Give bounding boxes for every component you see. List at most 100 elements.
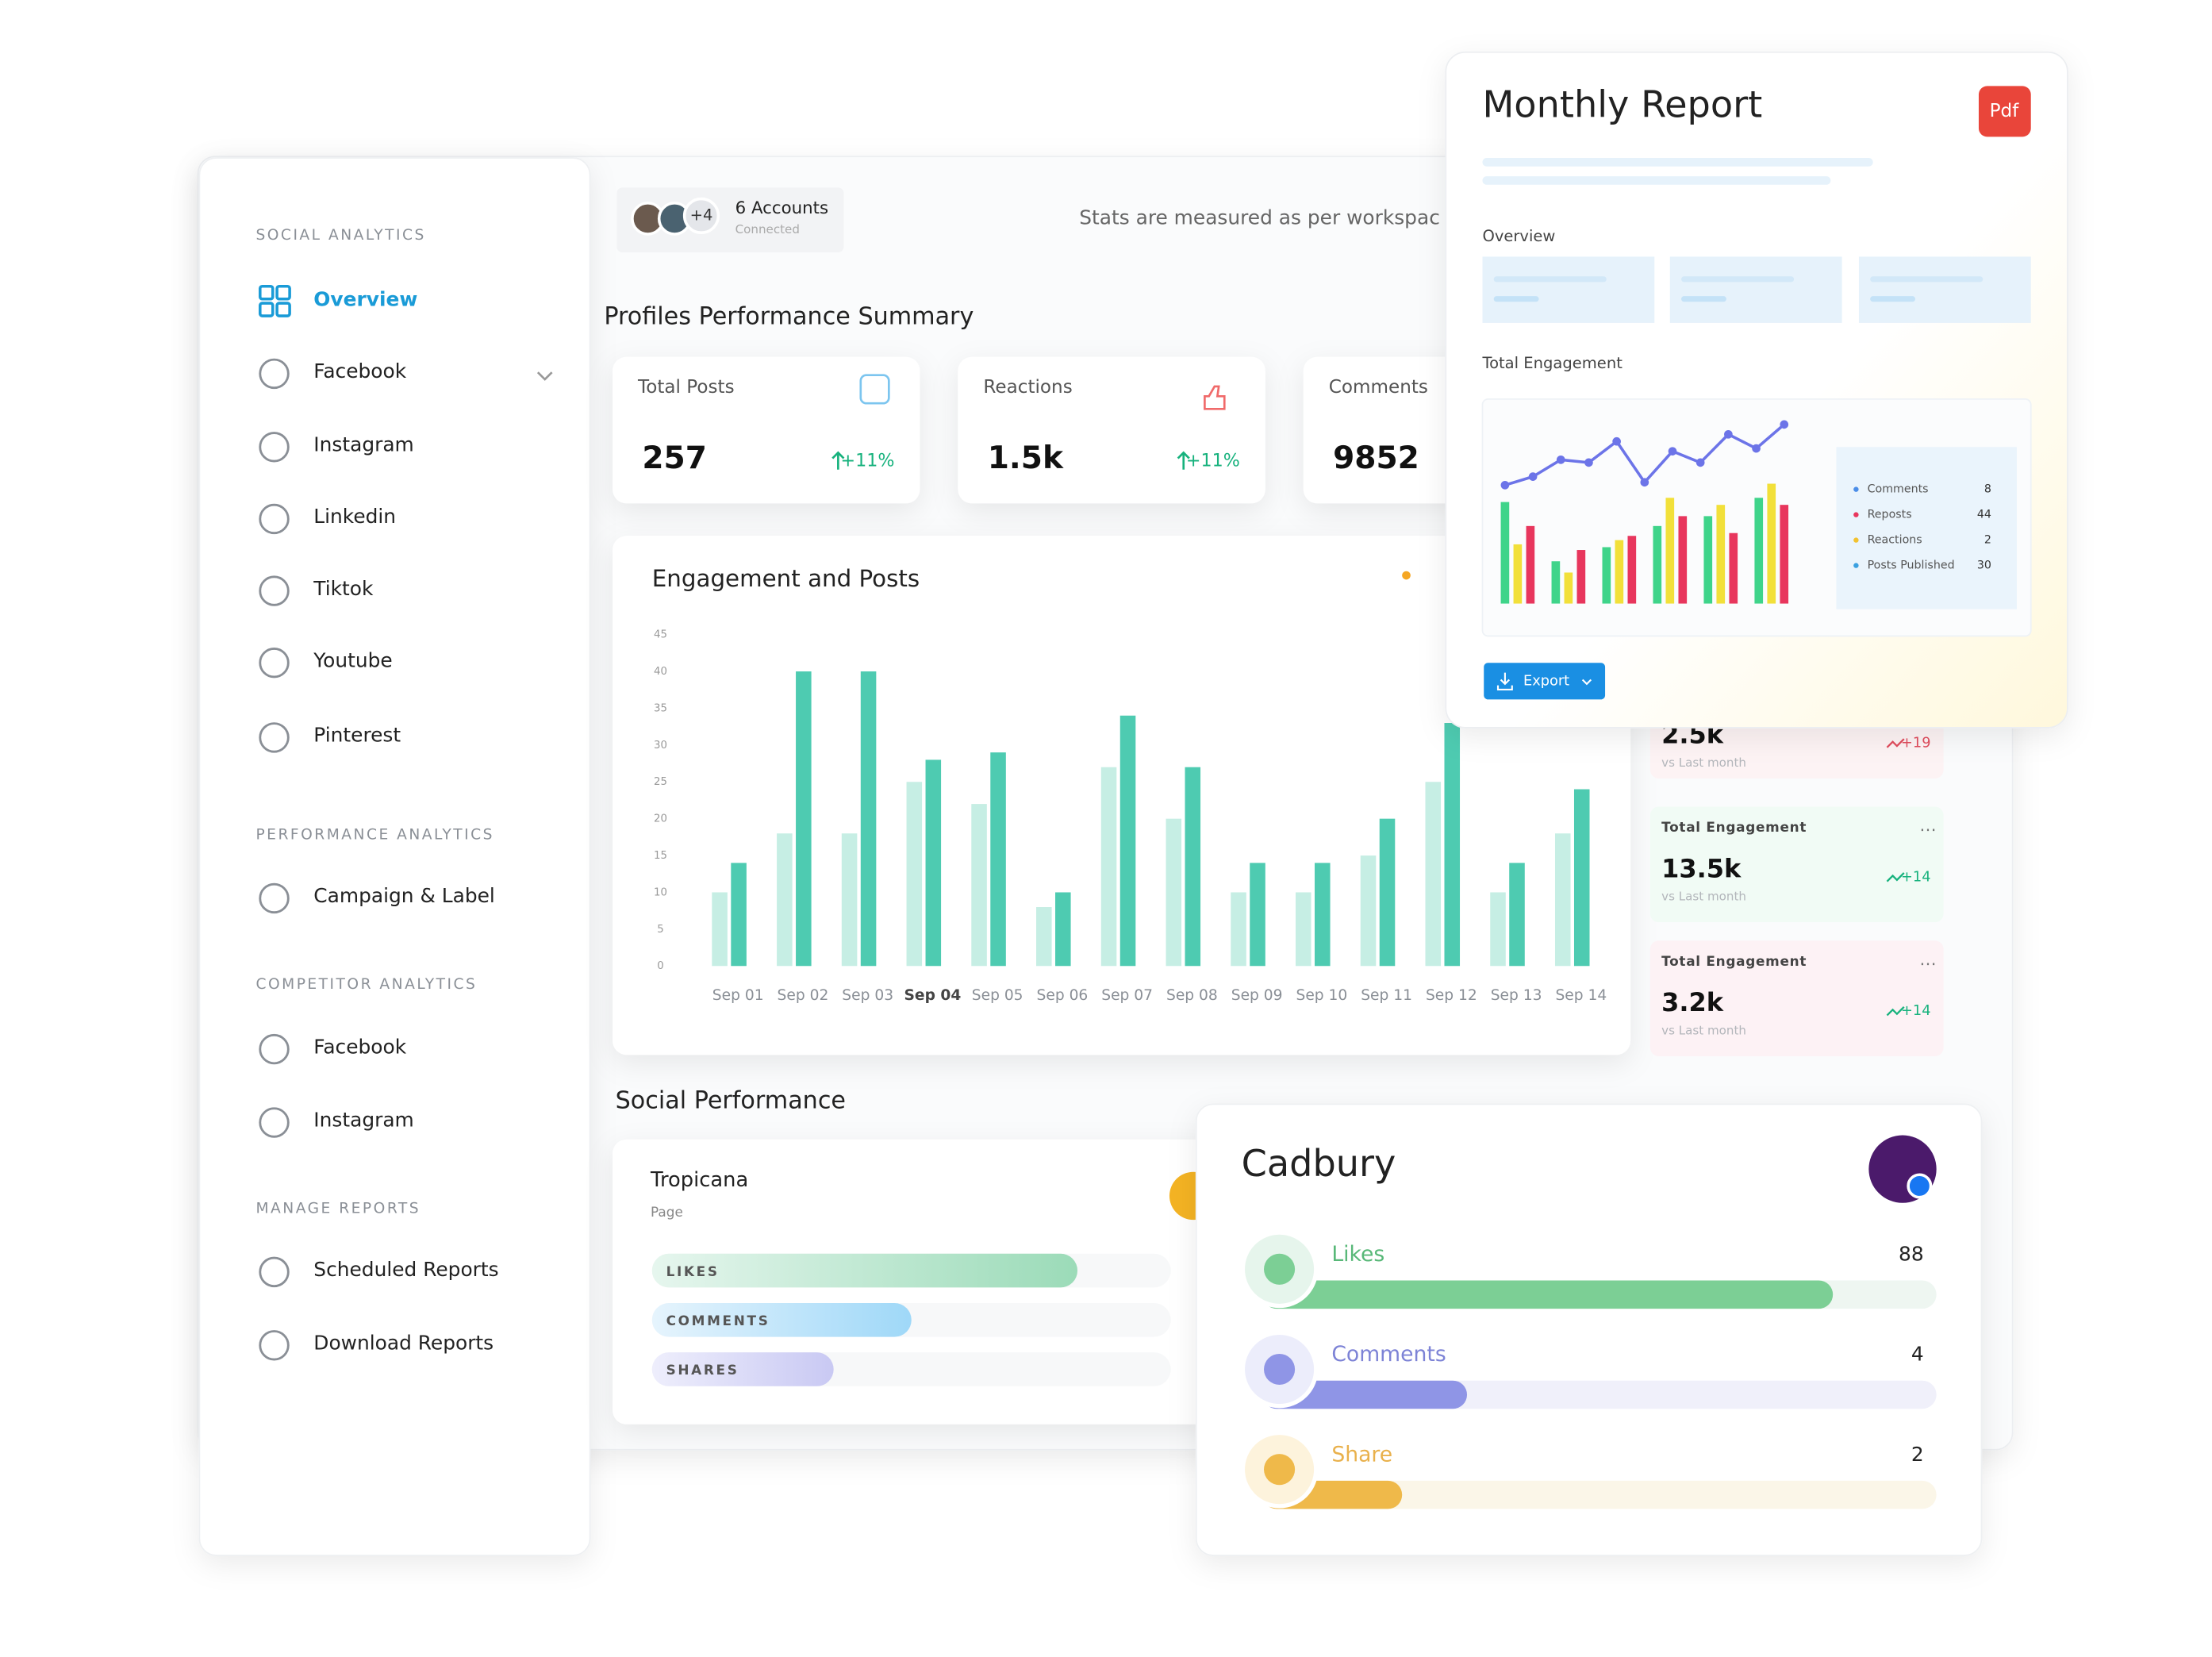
mini-point <box>1724 429 1733 439</box>
nav-item[interactable]: Instagram <box>313 1109 413 1132</box>
y-tick-label: 10 <box>654 886 667 898</box>
placeholder-line <box>1482 158 1873 167</box>
mini-point <box>1612 436 1621 446</box>
bar <box>1554 833 1571 967</box>
section-title: Social Performance <box>616 1086 846 1114</box>
up-arrow <box>1177 451 1190 470</box>
up-arrow <box>831 451 845 470</box>
profile-type: Page <box>651 1204 683 1220</box>
bar <box>731 863 747 967</box>
stat-card <box>1649 940 1944 1056</box>
export-button[interactable] <box>1484 663 1606 700</box>
card-icon <box>859 374 890 405</box>
nav-icon <box>259 882 290 914</box>
x-tick-label: Sep 08 <box>1166 987 1218 1004</box>
placeholder-line <box>1870 296 1916 302</box>
bar <box>777 833 793 967</box>
card-value: 257 <box>642 440 707 476</box>
metric-value: 4 <box>1911 1343 1924 1366</box>
facebook-badge <box>1907 1173 1933 1199</box>
y-tick-label: 40 <box>654 666 667 678</box>
mini-bar <box>1678 516 1688 604</box>
mini-point <box>1695 458 1705 467</box>
nav-item[interactable]: Overview <box>313 288 417 311</box>
y-tick-label: 30 <box>654 740 667 752</box>
bar <box>1100 767 1117 967</box>
legend-label: Comments <box>1868 483 1929 496</box>
nav-item[interactable]: Tiktok <box>313 577 374 600</box>
sidebar <box>198 157 591 1556</box>
summary-card <box>613 356 920 504</box>
placeholder-line <box>1482 176 1831 185</box>
bar <box>1509 863 1525 967</box>
summary-card <box>958 356 1265 504</box>
mini-point <box>1500 480 1510 490</box>
metric-value: 88 <box>1899 1243 1924 1266</box>
chart-title: Engagement and Posts <box>652 565 920 592</box>
x-tick-label: Sep 02 <box>778 987 829 1004</box>
mini-bar <box>1602 547 1611 604</box>
y-tick-label: 0 <box>657 960 663 972</box>
legend-dot <box>1402 571 1411 580</box>
nav-item[interactable]: Linkedin <box>313 505 396 528</box>
overview-box <box>1669 256 1842 323</box>
export-chevron <box>1581 679 1592 686</box>
card-label: Total Posts <box>637 377 735 398</box>
bar <box>1231 892 1246 967</box>
export-label: Export <box>1523 673 1569 689</box>
section-title: PERFORMANCE ANALYTICS <box>255 826 494 843</box>
mini-bar <box>1665 498 1675 604</box>
metric-label: LIKES <box>666 1263 720 1279</box>
legend-dot <box>1853 512 1859 517</box>
x-tick-label: Sep 10 <box>1296 987 1347 1004</box>
mini-point <box>1668 447 1677 456</box>
nav-icon <box>259 432 290 463</box>
placeholder-line <box>1681 296 1726 302</box>
nav-item[interactable]: Download Reports <box>313 1332 493 1355</box>
bar <box>1444 723 1461 967</box>
metric-bar <box>1262 1280 1834 1309</box>
mini-bar <box>1754 498 1764 604</box>
stat-note: vs Last month <box>1661 1024 1746 1038</box>
card-value: 9852 <box>1333 440 1419 476</box>
stat-change: +19 <box>1901 735 1931 751</box>
mini-bar <box>1500 502 1510 604</box>
nav-item[interactable]: Pinterest <box>313 724 401 747</box>
stat-change: +14 <box>1901 869 1931 885</box>
card-icon <box>1204 385 1226 410</box>
placeholder-line <box>1681 276 1795 283</box>
pdf-badge[interactable] <box>1978 86 2031 137</box>
avatar-more <box>682 197 720 234</box>
metric-label: Likes <box>1331 1242 1384 1267</box>
legend-value: 2 <box>1984 534 1991 547</box>
legend-label: Reactions <box>1868 534 1922 547</box>
header-note: Stats are measured as per workspac <box>1079 206 1440 229</box>
card-change: +11% <box>840 451 894 471</box>
nav-icon <box>259 1256 290 1288</box>
stat-card <box>1649 806 1944 923</box>
trend-icon <box>1886 738 1905 748</box>
cadbury-card <box>1195 1103 1983 1556</box>
y-tick-label: 25 <box>654 776 667 788</box>
nav-icon <box>259 358 290 390</box>
x-tick-label: Sep 07 <box>1101 987 1153 1004</box>
legend-value: 8 <box>1984 483 1991 496</box>
nav-item[interactable]: Facebook <box>313 1035 406 1058</box>
accounts-extra: +4 <box>690 206 713 224</box>
nav-icon <box>259 722 290 753</box>
nav-item[interactable]: Campaign & Label <box>313 884 495 907</box>
mini-bar <box>1716 505 1726 604</box>
y-tick-label: 35 <box>654 702 667 714</box>
bar <box>1314 863 1331 967</box>
nav-item[interactable]: Youtube <box>313 648 392 671</box>
nav-item[interactable]: Instagram <box>313 433 413 456</box>
bar <box>1296 892 1311 967</box>
nav-item[interactable]: Facebook <box>313 359 406 383</box>
card-title: Cadbury <box>1242 1142 1396 1185</box>
bar <box>1250 863 1265 967</box>
bar <box>906 782 923 967</box>
mini-bar <box>1564 572 1573 604</box>
bar <box>1360 855 1377 967</box>
nav-item[interactable]: Scheduled Reports <box>313 1258 498 1281</box>
